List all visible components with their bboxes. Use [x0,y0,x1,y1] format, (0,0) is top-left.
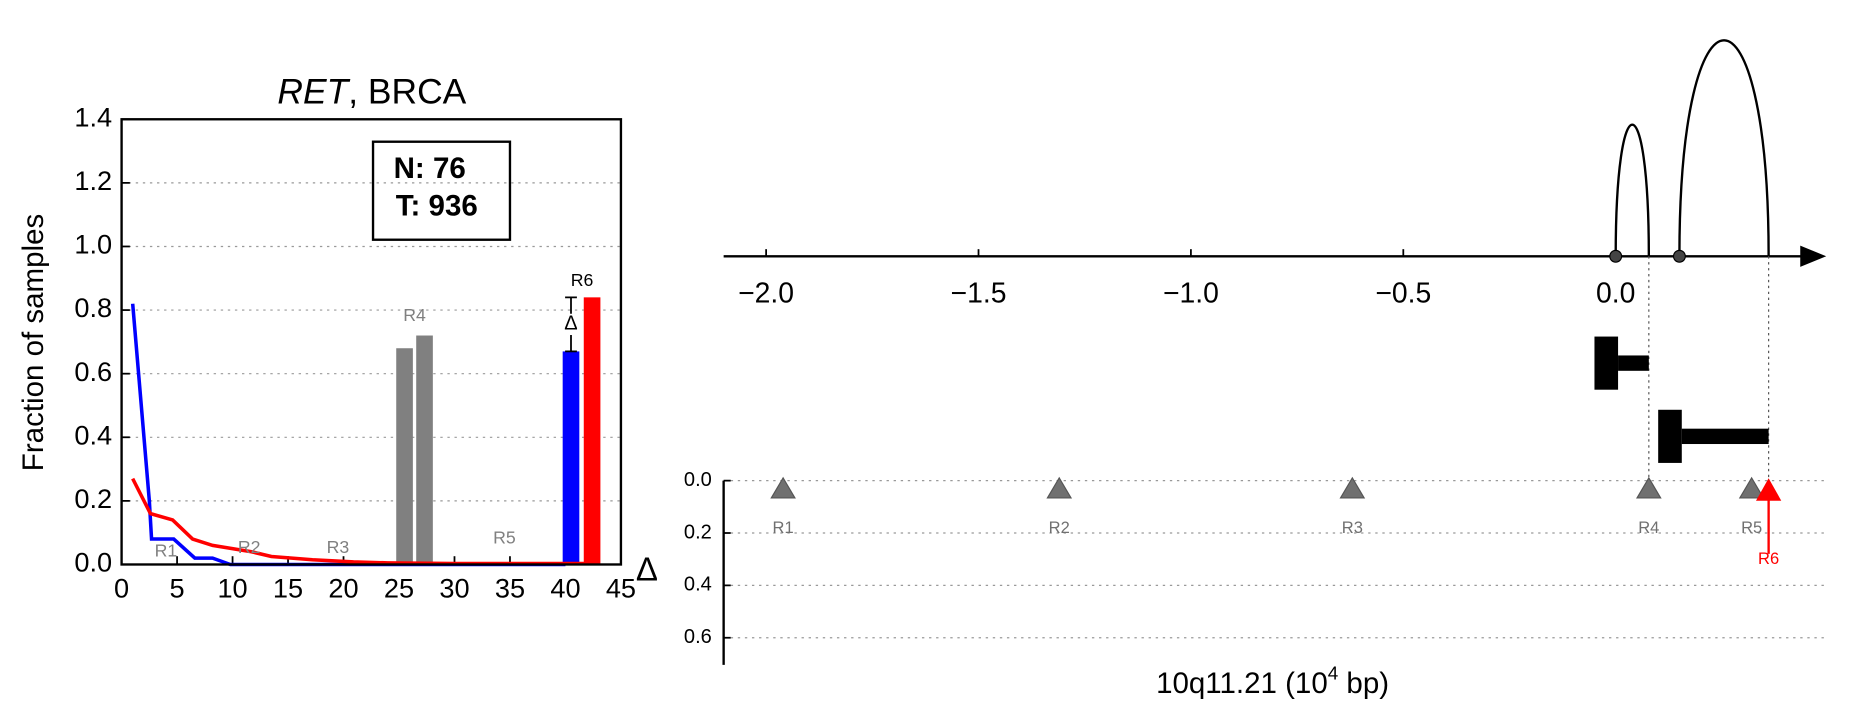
line-series [130,303,566,567]
y-tick-label: 0.4 [74,419,112,450]
fragment-body [1681,428,1769,445]
y-tick-label: 1.4 [74,101,112,132]
x-tick-label: −1.5 [951,278,1007,310]
region-label: R5 [493,528,516,548]
x-tick-label: 0.0 [1596,278,1635,310]
xlabel-main: 10q11.21 (10 [1156,667,1328,700]
region-marker [1635,476,1662,499]
region-label: R4 [1638,518,1659,537]
x-tick-label: 5 [170,573,185,604]
y-tick-label: 0.8 [74,292,112,323]
delta-bg [561,313,581,336]
region-label: R4 [403,305,426,325]
x-tick-label: −2.0 [738,278,794,310]
x-tick-label: 30 [439,573,469,604]
loop-anchor [1672,249,1686,263]
bar [562,351,580,565]
loop-anchor [1609,249,1623,263]
fragment-head [1658,409,1682,463]
region-label: R6 [1758,549,1779,568]
xlabel-unit: bp) [1338,667,1389,700]
y-axis-label: Fraction of samples [17,214,50,471]
region-label: R5 [1741,518,1762,537]
x-tick-label: −1.0 [1163,278,1219,310]
y-tick-label: 0.6 [684,626,712,648]
y-tick-label: 0.0 [74,547,112,578]
y-tick-label: 1.0 [74,229,112,260]
x-tick-label: 15 [273,573,303,604]
region-label: R3 [1342,518,1363,537]
region-label: R2 [238,537,261,557]
x-tick-label: 25 [384,573,414,604]
fragment-head [1594,336,1619,390]
region-label: R3 [327,537,350,557]
delta-label: Δ [564,313,577,335]
count-tumor: T: 936 [396,190,478,223]
delta-axis-label: Δ [636,551,658,588]
x-tick-label: 20 [328,573,358,604]
region-marker [770,476,796,499]
region-label: R1 [155,540,178,560]
region-marker [1738,476,1765,499]
title-rest: , BRCA [348,72,466,112]
region-label: R2 [1049,518,1070,537]
x-tick-label: 35 [495,573,525,604]
y-tick-label: 0.0 [684,469,712,491]
region-marker [1339,476,1366,499]
bar [396,348,413,565]
x-tick-label: −0.5 [1375,278,1431,310]
count-box [371,140,512,241]
axis-arrow [1800,245,1827,267]
bar [583,297,601,565]
x-tick-label: 40 [550,573,580,604]
x-tick-label: 0 [114,573,129,604]
loop-arc [1614,123,1651,257]
xlabel-exponent: 4 [1328,663,1338,684]
x-axis-label: 10q11.21 (104 bp) [1156,663,1389,699]
title-gene: RET [277,72,350,112]
loop-arc [1678,39,1770,257]
plot-frame [120,118,623,566]
x-tick-label: 10 [217,573,247,604]
fragment-body [1618,355,1649,371]
y-tick-label: 0.4 [684,574,712,596]
line-series [131,477,588,566]
y-tick-label: 1.2 [74,165,112,196]
region-arrow [1755,478,1782,554]
x-tick-label: 45 [606,573,636,604]
count-normal: N: 76 [394,152,466,185]
y-tick-label: 0.2 [74,483,112,514]
y-tick-label: 0.2 [684,521,712,543]
bar [416,335,433,565]
region-label: R1 [773,518,794,537]
left-title: RET, BRCA [277,72,466,112]
y-tick-label: 0.6 [74,356,112,387]
region-label: R6 [571,270,594,290]
region-marker [1046,476,1073,499]
